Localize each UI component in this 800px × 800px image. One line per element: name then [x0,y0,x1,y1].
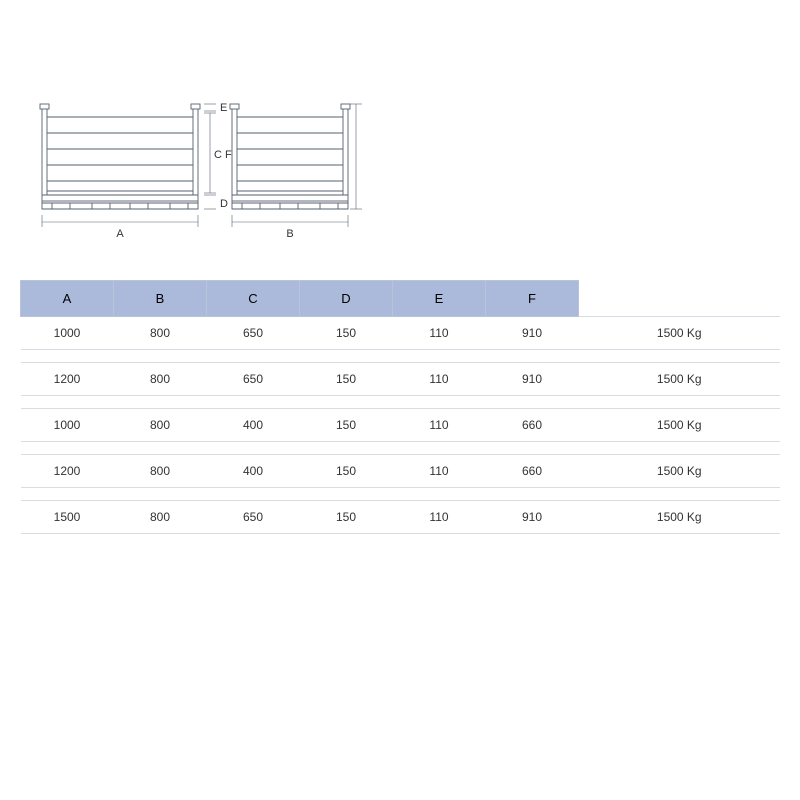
table-row: 12008004001501106601500 Kg [21,455,781,488]
table-cell: 150 [300,317,393,350]
table-header-c: C [207,281,300,317]
table-cell: 1000 [21,317,114,350]
table-cell: 800 [114,317,207,350]
dim-label-a: A [116,228,124,240]
table-cell: 150 [300,409,393,442]
table-cell: 110 [393,363,486,396]
table-header-weight [579,281,781,317]
table-cell: 400 [207,409,300,442]
table-row: 12008006501501109101500 Kg [21,363,781,396]
table-cell: 110 [393,455,486,488]
table-header-a: A [21,281,114,317]
table-cell: 650 [207,317,300,350]
dim-label-c: C [214,149,222,161]
table-cell: 150 [300,501,393,534]
table-row: 10008004001501106601500 Kg [21,409,781,442]
dim-label-e: E [220,102,227,114]
table-cell: 910 [486,501,579,534]
table-cell: 1000 [21,409,114,442]
table-header-f: F [486,281,579,317]
table-cell: 1200 [21,455,114,488]
table-cell: 800 [114,363,207,396]
table-cell: 660 [486,409,579,442]
technical-drawing: A [20,95,400,260]
table-cell: 150 [300,455,393,488]
table-cell-weight: 1500 Kg [579,455,781,488]
table-cell-weight: 1500 Kg [579,363,781,396]
table-cell: 150 [300,363,393,396]
table-cell: 660 [486,455,579,488]
dim-label-b: B [286,228,293,240]
table-row: 15008006501501109101500 Kg [21,501,781,534]
table-header-d: D [300,281,393,317]
table-cell: 650 [207,501,300,534]
dim-label-f: F [225,149,232,161]
table-cell: 910 [486,363,579,396]
table-cell-weight: 1500 Kg [579,501,781,534]
table-cell: 110 [393,501,486,534]
table-cell: 1500 [21,501,114,534]
table-cell: 910 [486,317,579,350]
table-header-e: E [393,281,486,317]
table-cell: 110 [393,409,486,442]
dim-label-d: D [220,198,228,210]
table-cell: 110 [393,317,486,350]
table-header-b: B [114,281,207,317]
table-cell-weight: 1500 Kg [579,409,781,442]
table-cell: 400 [207,455,300,488]
table-row: 10008006501501109101500 Kg [21,317,781,350]
table-cell: 800 [114,501,207,534]
table-cell: 650 [207,363,300,396]
table-cell: 800 [114,455,207,488]
table-cell: 1200 [21,363,114,396]
table-cell-weight: 1500 Kg [579,317,781,350]
table-cell: 800 [114,409,207,442]
dimensions-table: ABCDEF 10008006501501109101500 Kg1200800… [20,280,780,546]
